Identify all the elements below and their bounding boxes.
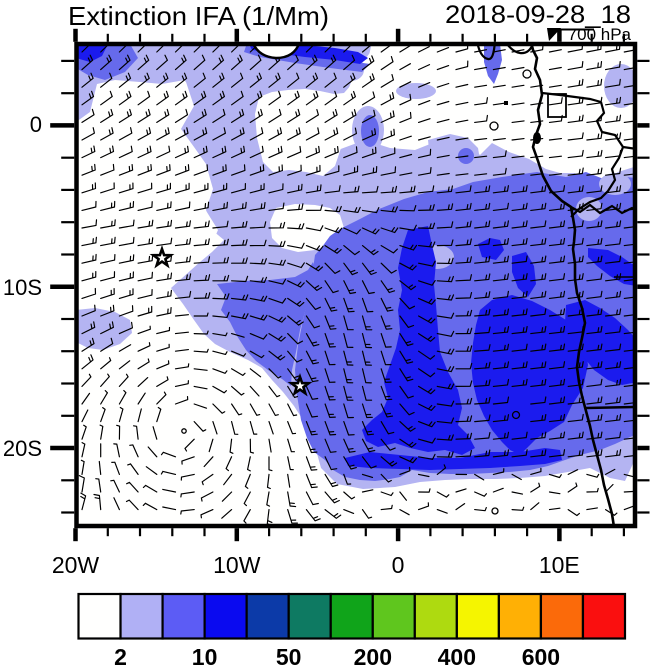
svg-text:10E: 10E (539, 552, 580, 578)
svg-text:Extinction IFA (1/Mm): Extinction IFA (1/Mm) (68, 1, 329, 31)
svg-text:0: 0 (30, 112, 42, 137)
svg-text:10S: 10S (3, 275, 42, 300)
svg-text:2: 2 (114, 644, 127, 667)
svg-text:700 hPa: 700 hPa (568, 25, 632, 44)
svg-text:600: 600 (522, 644, 560, 667)
svg-text:50: 50 (276, 644, 302, 667)
svg-text:0: 0 (392, 552, 405, 578)
svg-text:2018-09-28_18: 2018-09-28_18 (445, 1, 631, 29)
svg-text:200: 200 (354, 644, 392, 667)
svg-text:10: 10 (192, 644, 218, 667)
svg-text:20S: 20S (3, 436, 42, 461)
svg-text:10W: 10W (213, 552, 261, 578)
svg-text:20W: 20W (52, 552, 100, 578)
svg-text:400: 400 (438, 644, 476, 667)
